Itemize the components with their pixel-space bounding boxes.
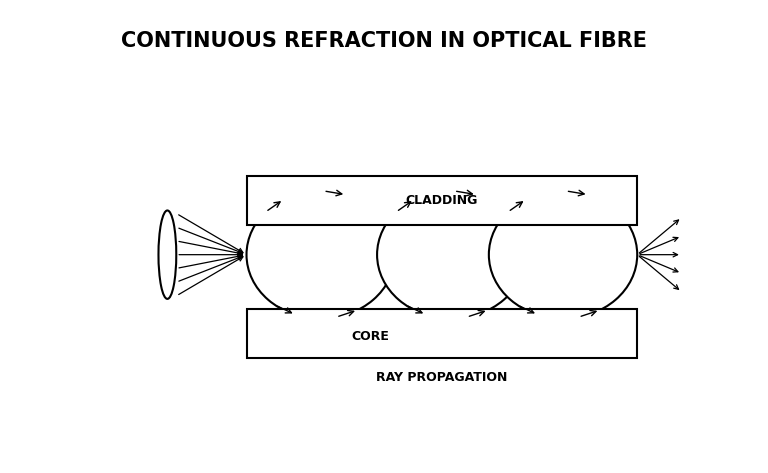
Text: RAY PROPAGATION: RAY PROPAGATION xyxy=(376,371,508,384)
Ellipse shape xyxy=(377,191,525,318)
Bar xyxy=(247,176,637,225)
Text: CLADDING: CLADDING xyxy=(406,194,478,207)
Ellipse shape xyxy=(158,210,177,299)
Ellipse shape xyxy=(489,191,637,318)
Text: CONTINUOUS REFRACTION IN OPTICAL FIBRE: CONTINUOUS REFRACTION IN OPTICAL FIBRE xyxy=(121,32,647,52)
Text: CORE: CORE xyxy=(351,330,389,343)
Bar xyxy=(247,309,637,358)
Ellipse shape xyxy=(247,191,395,318)
